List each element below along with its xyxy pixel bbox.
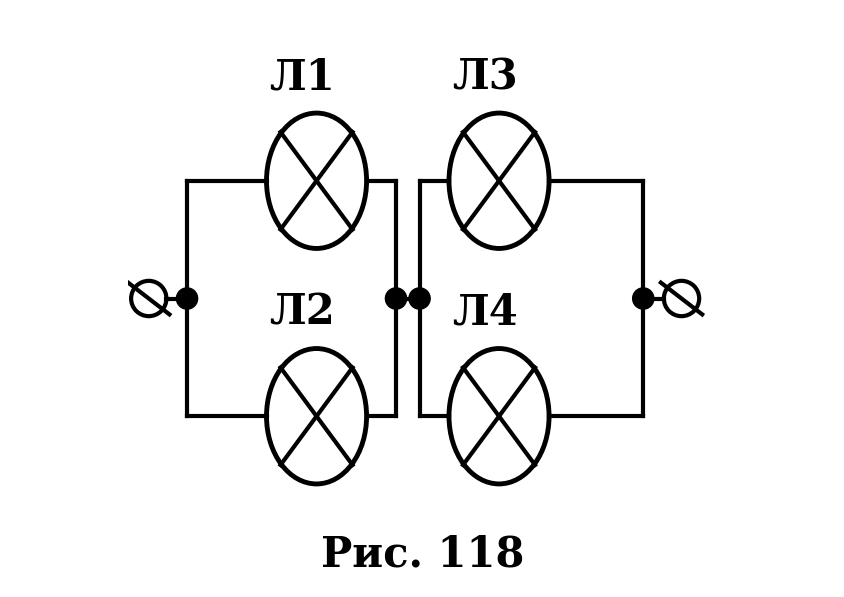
Circle shape <box>632 288 653 309</box>
Text: Л1: Л1 <box>269 56 335 99</box>
Text: Л3: Л3 <box>452 56 517 99</box>
Text: Л4: Л4 <box>452 292 517 334</box>
Circle shape <box>385 288 406 309</box>
Circle shape <box>408 288 430 309</box>
Text: Рис. 118: Рис. 118 <box>321 533 523 575</box>
Circle shape <box>176 288 197 309</box>
Text: Л2: Л2 <box>269 292 335 334</box>
